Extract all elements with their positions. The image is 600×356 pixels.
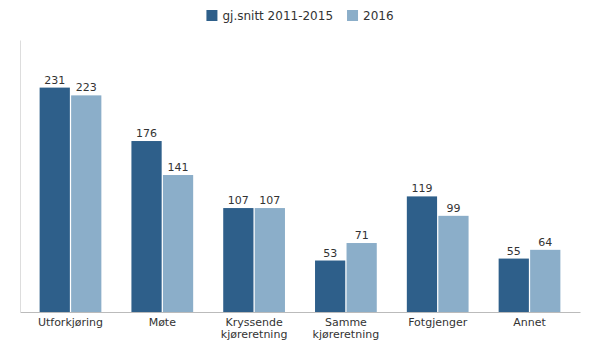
x-tick-label: Annet — [513, 316, 546, 329]
legend-swatch — [206, 10, 217, 21]
data-label: 99 — [446, 202, 460, 215]
bar — [131, 141, 161, 312]
legend: gj.snitt 2011-2015 2016 — [206, 9, 393, 23]
data-label: 107 — [259, 194, 280, 207]
data-label: 119 — [411, 182, 432, 195]
legend-item: 2016 — [347, 9, 394, 23]
legend-swatch — [347, 10, 358, 21]
bar — [40, 88, 70, 312]
bar-series — [71, 95, 560, 312]
x-tick-label-line: Fotgjenger — [408, 316, 468, 329]
x-tick-label: Sammekjøreretning — [313, 316, 380, 342]
x-tick-label-line: Annet — [513, 316, 546, 329]
x-axis-line — [21, 312, 581, 313]
x-tick: Kryssendekjøreretning — [221, 316, 288, 342]
y-axis-line — [20, 41, 21, 313]
bar — [163, 175, 193, 312]
x-tick-label: Fotgjenger — [408, 316, 468, 329]
data-label: 55 — [507, 245, 521, 258]
x-tick: Sammekjøreretning — [313, 316, 380, 342]
data-label: 141 — [168, 161, 189, 174]
x-tick: Møte — [149, 316, 177, 329]
data-label: 223 — [76, 81, 97, 94]
y-axis — [20, 41, 21, 313]
bar — [223, 208, 253, 312]
bar-series — [40, 88, 529, 312]
data-label: 231 — [44, 74, 65, 87]
bar — [499, 259, 529, 312]
x-tick-label-line: kjøreretning — [221, 328, 288, 341]
x-axis: UtforkjøringMøteKryssendekjøreretningSam… — [21, 313, 581, 342]
legend-label: gj.snitt 2011-2015 — [222, 9, 333, 23]
chart-container: 231 176 107 53 119 55 223 141 107 71 99 64 Utforkjør… — [0, 0, 600, 356]
x-tick-label: Utforkjøring — [38, 316, 103, 329]
bar — [407, 196, 437, 312]
bar — [315, 261, 345, 312]
bars — [40, 88, 561, 312]
x-tick: Utforkjøring — [38, 316, 103, 329]
data-label: 107 — [228, 194, 249, 207]
bar — [347, 243, 377, 312]
x-tick-label: Møte — [149, 316, 177, 329]
legend-item: gj.snitt 2011-2015 — [206, 9, 333, 23]
x-tick-label-line: Utforkjøring — [38, 316, 103, 329]
bar — [530, 250, 560, 312]
bar — [438, 216, 468, 312]
legend-label: 2016 — [363, 9, 394, 23]
data-label: 64 — [538, 236, 552, 249]
x-tick-label-line: kjøreretning — [313, 328, 380, 341]
bar — [255, 208, 285, 312]
chart-svg: 231 176 107 53 119 55 223 141 107 71 99 64 Utforkjør… — [0, 0, 600, 356]
data-labels: 231 176 107 53 119 55 223 141 107 71 99 64 — [44, 74, 552, 260]
x-tick-label-line: Samme — [325, 316, 367, 329]
x-tick: Fotgjenger — [408, 316, 468, 329]
data-label: 71 — [355, 229, 369, 242]
x-tick: Annet — [513, 316, 546, 329]
bar — [71, 95, 101, 312]
data-label: 53 — [323, 247, 337, 260]
x-tick-label-line: Kryssende — [225, 316, 282, 329]
x-tick-label: Kryssendekjøreretning — [221, 316, 288, 342]
x-tick-label-line: Møte — [149, 316, 177, 329]
plot: 231 176 107 53 119 55 223 141 107 71 99 64 Utforkjør… — [21, 41, 581, 342]
data-label: 176 — [136, 127, 157, 140]
